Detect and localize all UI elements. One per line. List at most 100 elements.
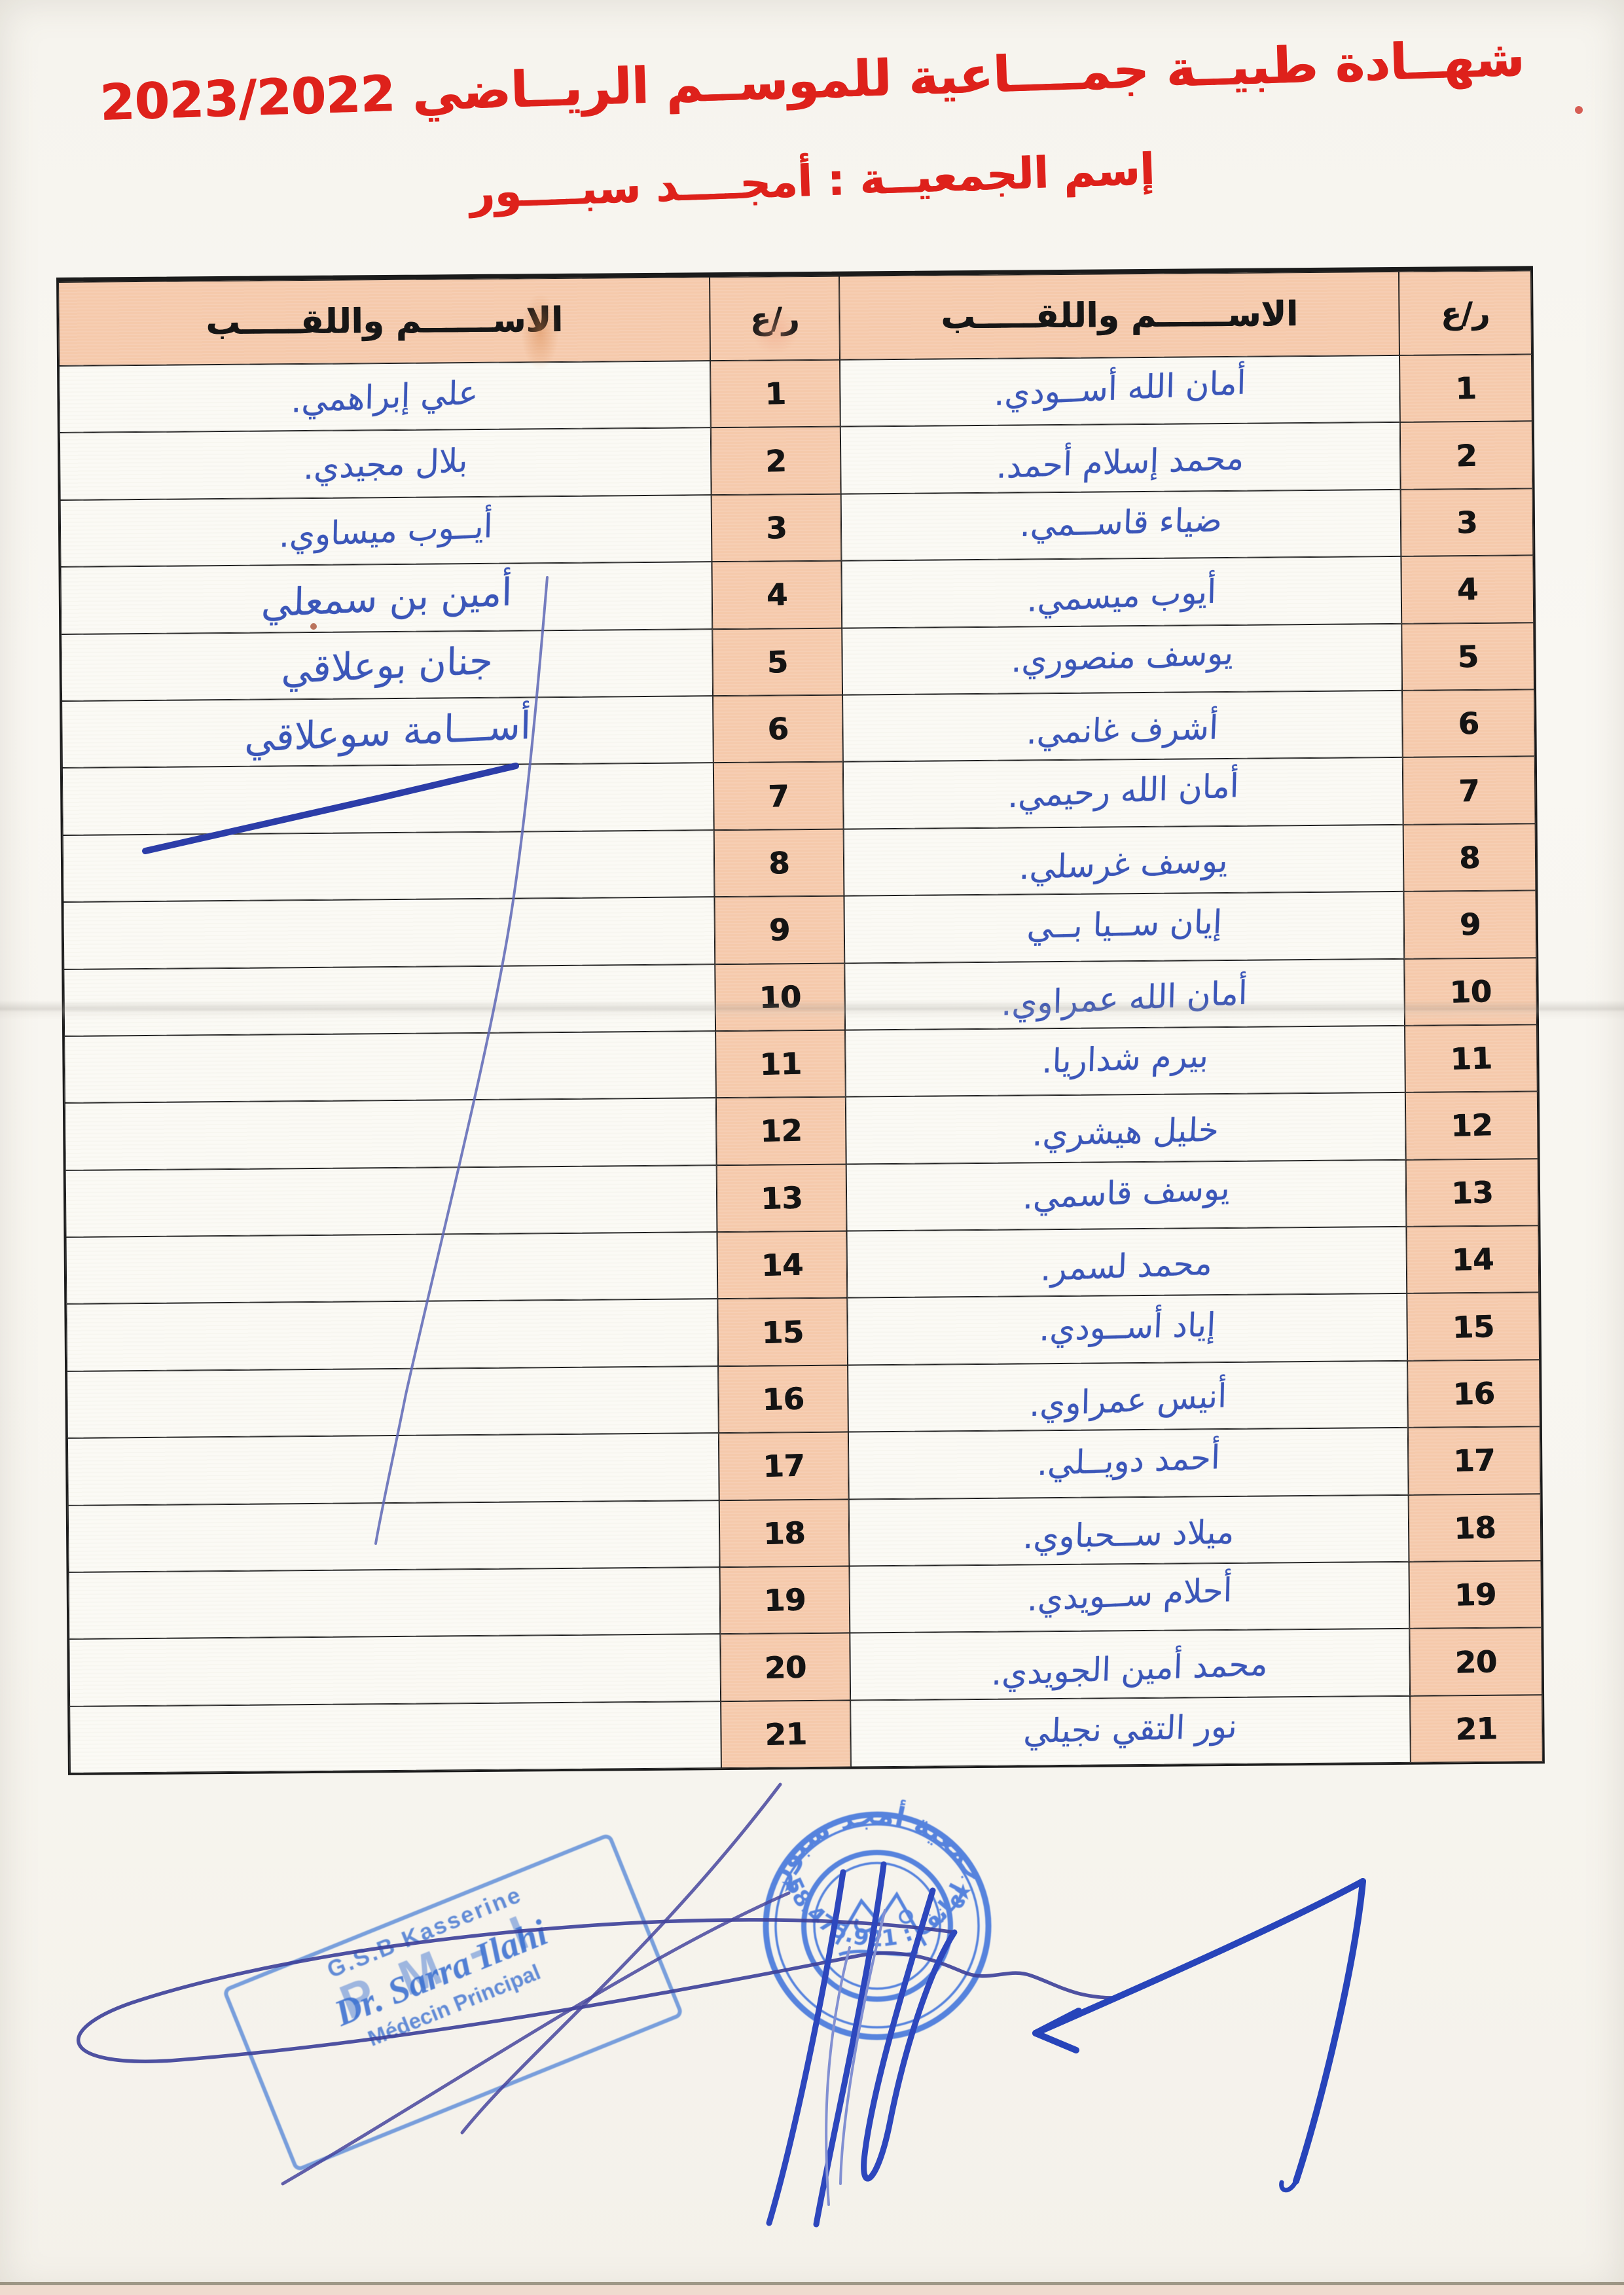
table-row-left-name-cell [67,1365,719,1439]
table-row-left-number-cell: 3 [711,494,842,562]
table-row-left-name-cell [69,1701,721,1774]
header-cell-left-names: الاســــــم واللقـــــب [58,277,711,366]
table-row-right-name-cell: نور التقي نجيلي [850,1695,1411,1767]
table-row-right-name-cell: بيرم شداريا. [845,1025,1405,1097]
row-number: 8 [768,844,790,881]
handwritten-name: أمان الله رحيمي. [1007,766,1240,815]
table-row-right-name-cell: إياد أســودي. [847,1293,1408,1365]
table-row-left-number-cell: 12 [715,1096,846,1165]
table-row-right-name-cell: محمد أمين الجويدي. [850,1629,1411,1701]
row-number: 15 [761,1314,804,1350]
handwritten-name: أمين بن سمعلي [260,569,513,626]
row-number: 9 [768,912,791,949]
table-row-right-number-cell: 8 [1403,823,1536,892]
page-title: شهــادة طبيــة جمــــاعية للموســم الريـ… [99,28,1525,132]
table-row-left-number-cell: 17 [718,1432,849,1500]
scan-bottom-strip [0,2285,1624,2295]
doctor-rect-stamp: G.S.B Kasserine P M - I Dr. Sarra Ilahi … [221,1832,685,2173]
table-row-left-name-cell: علي إبراهمي. [59,361,711,433]
table-row-left-name-cell [65,1232,718,1305]
table-row-left-name-cell [66,1299,719,1371]
row-number: 18 [1453,1509,1496,1546]
table-row-right-name-cell: ميلاد ســحباوي. [848,1494,1409,1566]
right-number-header-label: ر/ع [1440,295,1490,331]
table-row-left-number-cell: 11 [715,1030,846,1098]
table-row-left-name-cell [69,1634,721,1707]
left-names-header-label: الاســــــم واللقـــــب [206,300,563,343]
table-row-left-number-cell: 7 [713,761,844,830]
row-number: 17 [762,1447,805,1485]
president-signature-light-strokes [825,1909,886,2206]
table-row-left-name-cell [64,1031,716,1104]
table-row-left-number-cell: 9 [714,895,845,964]
table-row-left-name-cell: أيــوب ميساوي. [60,494,712,568]
round-stamp-phone-text: الهاتف : 58.475.921 [780,1873,972,1952]
table-row-left-name-cell: بلال مجيدي. [59,427,712,500]
paper-stain [751,308,799,355]
table-row-right-number-cell: 7 [1402,756,1536,825]
table-row-left-number-cell: 2 [710,426,841,495]
row-number: 13 [760,1180,803,1217]
round-stamp-top-text: جمعية أمجد سبور [761,1798,993,1888]
table-row-left-number-cell: 5 [712,628,843,696]
fold-crease [0,1000,1624,1020]
table-row-left-name-cell [64,1098,717,1170]
handwritten-name: جنان بوعلاقي [280,638,494,693]
table-row-right-name-cell: أنيس عمراوي. [848,1360,1408,1432]
row-number: 4 [766,577,788,613]
row-number: 19 [1454,1576,1497,1614]
handwritten-name: أمان الله أســودي. [993,363,1247,414]
row-number: 5 [766,643,789,680]
row-number: 7 [767,778,789,814]
table-row-right-number-cell: 4 [1401,555,1534,624]
row-number: 2 [1455,437,1477,474]
paper-stain [521,293,559,370]
row-number: 20 [764,1649,807,1686]
table-row-right-number-cell: 12 [1405,1091,1538,1160]
row-number: 14 [761,1246,804,1284]
table-row-left-number-cell: 15 [717,1298,848,1366]
table-row-right-name-cell: يوسف قاسمي. [846,1159,1407,1231]
row-number: 11 [1449,1040,1493,1077]
row-number: 17 [1453,1442,1496,1479]
table-row-left-name-cell [63,897,715,969]
table-row-left-name-cell [65,1165,717,1238]
table-row-left-name-cell [62,829,715,903]
table-row-right-number-cell: 9 [1403,890,1537,959]
table-row-right-name-cell: أمان الله أســودي. [840,355,1400,427]
round-stamp-emblem [835,1891,928,1957]
handwritten-name: نور التقي نجيلي [1022,1707,1238,1751]
red-speck [1575,106,1583,114]
table-row-left-name-cell [62,763,714,835]
table-row-right-number-cell: 19 [1409,1561,1542,1629]
handwritten-name: بلال مجيدي. [302,441,469,487]
table-row-right-name-cell: أحلام ســويدي. [849,1561,1410,1633]
table-row-right-name-cell: أمان الله رحيمي. [842,757,1403,829]
table-row-left-number-cell: 10 [715,963,846,1032]
row-number: 9 [1459,906,1481,943]
table-row-right-number-cell: 15 [1407,1292,1540,1361]
red-speck [310,623,317,630]
row-number: 18 [763,1515,806,1551]
handwritten-name: يوسف قاسمي. [1022,1168,1231,1217]
table-row-right-number-cell: 11 [1405,1024,1538,1093]
table-row-right-name-cell: محمد لسمر. [846,1226,1407,1299]
row-number: 4 [1456,571,1479,607]
row-number: 8 [1458,839,1481,876]
handwritten-name: أنيس عمراوي. [1028,1377,1227,1424]
table-row-left-name-cell: جنان بوعلاقي [61,628,713,701]
handwritten-name: أيوب ميسمي. [1026,572,1217,620]
table-row-right-name-cell: محمد إسلام أحمد. [840,422,1401,494]
table-row-right-number-cell: 17 [1407,1426,1541,1495]
table-row-left-number-cell: 4 [712,560,842,629]
table-row-left-name-cell: أمين بن سمعلي [60,562,713,634]
right-names-header-label: الاســــــم واللقـــــب [941,295,1298,337]
row-number: 6 [767,711,789,747]
handwritten-name: ميلاد ســحباوي. [1022,1512,1235,1557]
president-signature [766,1861,958,2228]
table-row-right-number-cell: 13 [1405,1158,1539,1227]
handwritten-name: أحمد دويــلي. [1036,1438,1221,1483]
row-number: 19 [763,1581,806,1619]
header-cell-right-names: الاســــــم واللقـــــب [839,271,1399,360]
handwritten-name: محمد أمين الجويدي. [991,1644,1269,1693]
